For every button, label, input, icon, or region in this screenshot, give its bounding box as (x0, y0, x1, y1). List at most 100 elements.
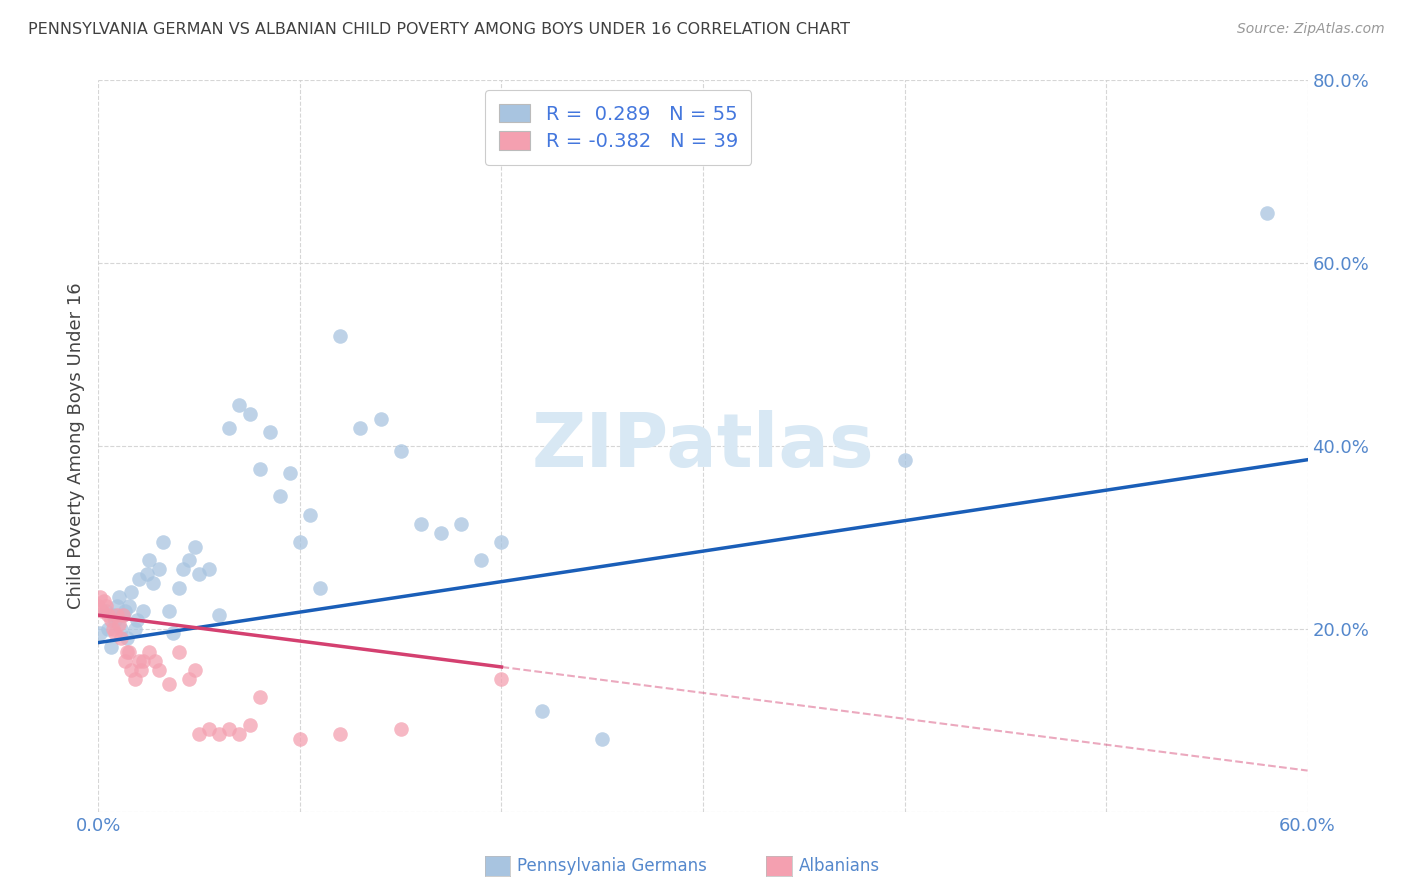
Point (152, 535, 174, 549)
Point (278, 467, 301, 481)
Point (167, 645, 190, 659)
Point (87, 599, 110, 613)
Point (188, 567, 211, 582)
Point (470, 553, 492, 567)
Point (893, 452, 915, 467)
Text: ZIPatlas: ZIPatlas (531, 409, 875, 483)
Point (124, 672, 146, 686)
Point (125, 613, 148, 627)
Point (157, 676, 180, 690)
Point (218, 421, 240, 435)
Point (96, 599, 118, 613)
Point (114, 603, 136, 617)
Point (115, 631, 138, 645)
Point (157, 603, 180, 617)
Point (299, 508, 322, 522)
Point (179, 553, 201, 567)
Point (132, 654, 155, 668)
Point (111, 608, 134, 623)
Point (129, 663, 152, 677)
Point (118, 645, 141, 659)
Point (103, 626, 125, 640)
Point (89, 590, 111, 604)
Point (198, 562, 221, 576)
Point (184, 663, 207, 677)
Point (97, 608, 120, 623)
Point (591, 731, 613, 746)
Point (530, 704, 553, 718)
Point (100, 640, 122, 655)
Point (208, 727, 231, 741)
Point (491, 535, 513, 549)
Point (198, 723, 221, 737)
Text: Source: ZipAtlas.com: Source: ZipAtlas.com (1237, 22, 1385, 37)
Point (138, 553, 160, 567)
Point (128, 654, 150, 668)
Point (288, 535, 311, 549)
Point (184, 540, 207, 554)
Point (228, 727, 250, 741)
Point (228, 398, 250, 412)
Point (120, 585, 142, 599)
Point (103, 613, 125, 627)
Point (269, 489, 291, 503)
Point (143, 654, 166, 668)
Point (93, 594, 115, 608)
Point (249, 462, 271, 476)
Point (89, 626, 111, 640)
Point (218, 723, 240, 737)
Point (239, 718, 262, 732)
Point (349, 421, 371, 435)
Text: Albanians: Albanians (799, 857, 880, 875)
Point (430, 525, 453, 540)
Legend: R =  0.289   N = 55, R = -0.382   N = 39: R = 0.289 N = 55, R = -0.382 N = 39 (485, 90, 751, 165)
Point (148, 562, 170, 576)
Point (309, 581, 332, 595)
Point (409, 516, 432, 531)
Point (389, 443, 412, 458)
Y-axis label: Child Poverty Among Boys Under 16: Child Poverty Among Boys Under 16 (66, 283, 84, 609)
Text: Pennsylvania Germans: Pennsylvania Germans (517, 857, 707, 875)
Point (288, 731, 311, 746)
Point (91, 603, 114, 617)
Point (162, 626, 184, 640)
Point (148, 663, 170, 677)
Point (120, 663, 142, 677)
Point (100, 613, 122, 627)
Point (138, 645, 160, 659)
Point (114, 654, 136, 668)
Point (115, 645, 138, 659)
Point (105, 608, 128, 623)
Point (124, 622, 146, 636)
Point (450, 516, 472, 531)
Point (208, 608, 231, 623)
Point (259, 425, 281, 440)
Point (1256, 206, 1278, 220)
Point (188, 727, 211, 741)
Point (110, 631, 132, 645)
Point (329, 329, 352, 343)
Point (105, 599, 128, 613)
Point (101, 608, 124, 623)
Point (118, 599, 141, 613)
Point (128, 572, 150, 586)
Point (132, 603, 155, 617)
Point (167, 581, 190, 595)
Point (107, 617, 129, 632)
Point (329, 727, 352, 741)
Point (370, 411, 392, 425)
Text: PENNSYLVANIA GERMAN VS ALBANIAN CHILD POVERTY AMONG BOYS UNDER 16 CORRELATION CH: PENNSYLVANIA GERMAN VS ALBANIAN CHILD PO… (28, 22, 851, 37)
Point (239, 407, 262, 421)
Point (101, 622, 124, 636)
Point (389, 723, 412, 737)
Point (172, 562, 194, 576)
Point (179, 672, 201, 686)
Point (107, 590, 129, 604)
Point (111, 608, 134, 623)
Point (96, 603, 118, 617)
Point (142, 576, 165, 591)
Point (110, 622, 132, 636)
Point (135, 567, 157, 582)
Point (97, 622, 120, 636)
Point (249, 690, 271, 705)
